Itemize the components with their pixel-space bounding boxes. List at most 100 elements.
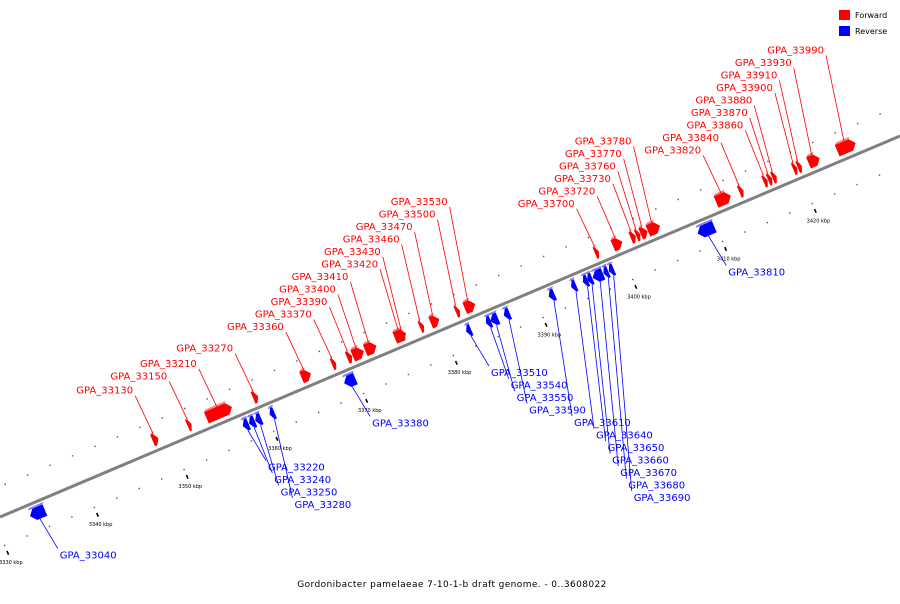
gene-gpa-33810[interactable]	[697, 220, 717, 238]
gene-gpa-33550[interactable]	[490, 312, 501, 326]
gene-gpa-33210[interactable]	[203, 403, 233, 424]
gene-label: GPA_33240	[274, 475, 331, 486]
gene-label-leader	[702, 155, 722, 194]
scale-tick-label: 3340 kbp	[89, 522, 113, 528]
gene-label: GPA_33640	[596, 431, 653, 442]
gene-label: GPA_33760	[559, 161, 616, 172]
gene-label: GPA_33610	[574, 418, 631, 429]
grid-dot	[879, 113, 881, 115]
gene-gpa-33250[interactable]	[255, 412, 264, 426]
grid-dot	[812, 141, 814, 144]
gene-gpa-33380[interactable]	[344, 372, 358, 387]
grid-dot	[116, 497, 118, 499]
gene-gpa-33730[interactable]	[628, 231, 636, 244]
grid-dot	[520, 265, 522, 267]
grid-dot	[676, 259, 679, 262]
gene-label-leader	[720, 142, 740, 186]
gene-label: GPA_33250	[281, 488, 338, 499]
scale-tick	[95, 512, 100, 517]
grid-dot	[856, 183, 858, 186]
gene-label: GPA_33460	[343, 234, 400, 245]
gene-gpa-33590[interactable]	[503, 307, 513, 320]
gene-gpa-33400[interactable]	[350, 347, 364, 362]
gene-facet	[628, 229, 632, 233]
gene-gpa-33530[interactable]	[462, 300, 476, 315]
gene-facet	[253, 410, 260, 416]
gene-gpa-33650[interactable]	[582, 274, 591, 287]
gene-gpa-33360[interactable]	[299, 369, 312, 384]
gene-gpa-33150[interactable]	[185, 419, 192, 432]
gene-facet	[835, 136, 850, 145]
grid-dot	[228, 388, 231, 391]
gene-facet	[601, 263, 607, 268]
gene-gpa-33870[interactable]	[765, 173, 773, 186]
gene-facet	[590, 265, 602, 273]
gene-gpa-33640[interactable]	[571, 279, 579, 292]
grid-dot	[161, 417, 163, 419]
scale-ticks: 3330 kbp 3340 kbp 3350 kbp 3360 kbp 3370 kbp…	[0, 208, 831, 566]
scale-tick-label: 3330 kbp	[0, 560, 23, 566]
gene-facet	[645, 219, 654, 226]
gene-gpa-33430[interactable]	[398, 328, 406, 342]
gene-gpa-33900[interactable]	[790, 162, 798, 176]
gene-gpa-33220[interactable]	[242, 417, 252, 431]
gene-gpa-33270[interactable]	[250, 391, 258, 404]
gene-label-leader	[39, 518, 59, 549]
gene-gpa-33860[interactable]	[761, 175, 768, 188]
gene-gpa-33500[interactable]	[453, 305, 461, 318]
grid-dot	[139, 426, 141, 429]
gene-label: GPA_33360	[227, 322, 284, 333]
grid-dot	[116, 436, 119, 438]
gene-gpa-33930[interactable]	[805, 154, 820, 169]
gene-gpa-33910[interactable]	[795, 160, 802, 174]
gene-gpa-33470[interactable]	[428, 315, 440, 329]
gene-label-leader	[613, 275, 633, 492]
grid-dot	[318, 350, 320, 353]
gene-gpa-33840[interactable]	[736, 185, 744, 198]
gene-gpa-33460[interactable]	[417, 320, 425, 334]
scale-tick-label: 3420 kbp	[807, 218, 831, 224]
gene-facet	[488, 310, 497, 316]
gene-facet	[350, 344, 358, 351]
genome-axis	[0, 134, 900, 519]
gene-gpa-33610[interactable]	[548, 288, 558, 301]
gene-label: GPA_33530	[391, 197, 448, 208]
grid-dot	[341, 341, 343, 343]
grid-dot	[385, 322, 388, 324]
gene-gpa-33540[interactable]	[485, 315, 494, 328]
gene-facet	[204, 400, 226, 413]
gene-gpa-33510[interactable]	[466, 323, 474, 337]
grid-dot	[363, 331, 365, 334]
gene-gpa-33130[interactable]	[150, 433, 159, 447]
gene-label: GPA_33650	[608, 443, 665, 454]
gene-gpa-33690[interactable]	[608, 263, 617, 276]
gene-gpa-33760[interactable]	[633, 229, 641, 242]
gene-label: GPA_33540	[511, 381, 568, 392]
grid-dot	[452, 354, 454, 357]
grid-dot	[94, 445, 96, 448]
grid-dot	[71, 516, 73, 518]
gene-label: GPA_33390	[271, 297, 328, 308]
gene-label: GPA_33930	[735, 58, 792, 69]
grid-dot	[834, 132, 836, 134]
gene-gpa-33370[interactable]	[329, 358, 337, 371]
grid-dot	[744, 231, 746, 233]
gene-label-leader	[437, 219, 456, 306]
gene-label: GPA_33550	[517, 393, 574, 404]
gene-label-leader	[596, 196, 616, 239]
gene-label: GPA_33860	[687, 120, 744, 131]
gene-gpa-33660[interactable]	[587, 272, 595, 285]
gene-gpa-33410[interactable]	[362, 341, 377, 357]
gene-gpa-33670[interactable]	[592, 267, 606, 282]
gene-gpa-33280[interactable]	[269, 406, 278, 420]
grid-dot	[183, 407, 186, 410]
gene-facet	[392, 327, 400, 333]
gene-facet	[246, 413, 254, 418]
gene-gpa-33720[interactable]	[610, 237, 623, 252]
scale-tick	[454, 360, 458, 366]
grid-dot	[4, 483, 6, 486]
gene-facet	[28, 501, 44, 511]
gene-gpa-33700[interactable]	[592, 246, 600, 259]
grid-dot	[93, 506, 96, 509]
gene-gpa-33390[interactable]	[344, 351, 353, 364]
